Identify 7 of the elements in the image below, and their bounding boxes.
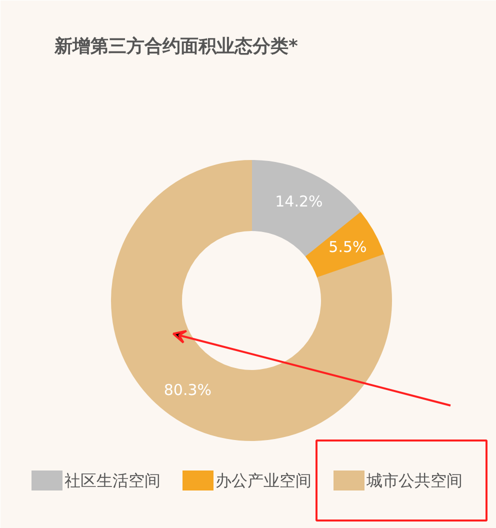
data-label: 14.2% [275, 192, 323, 210]
data-label: 5.5% [328, 238, 367, 256]
legend-label: 办公产业空间 [216, 471, 312, 490]
legend-label: 社区生活空间 [64, 471, 160, 490]
legend-label: 城市公共空间 [366, 471, 462, 490]
chart-title: 新增第三方合约面积业态分类* [54, 36, 298, 57]
data-label: 80.3% [164, 381, 212, 400]
